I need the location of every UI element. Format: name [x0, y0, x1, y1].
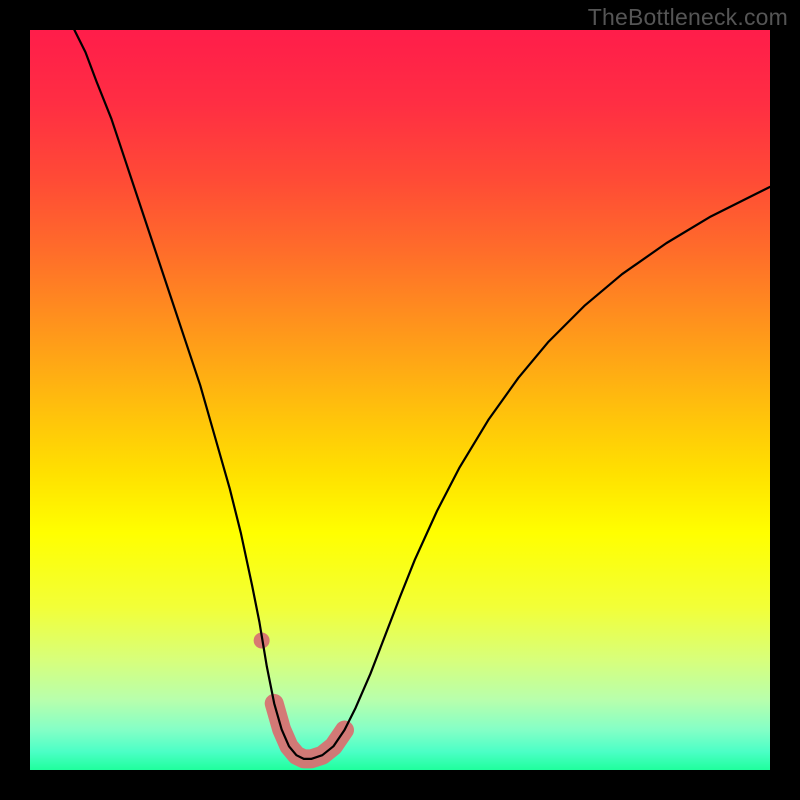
plot-background	[30, 30, 770, 770]
chart-root: TheBottleneck.com	[0, 0, 800, 800]
bottleneck-curve-chart	[0, 0, 800, 800]
watermark-text: TheBottleneck.com	[588, 4, 788, 31]
